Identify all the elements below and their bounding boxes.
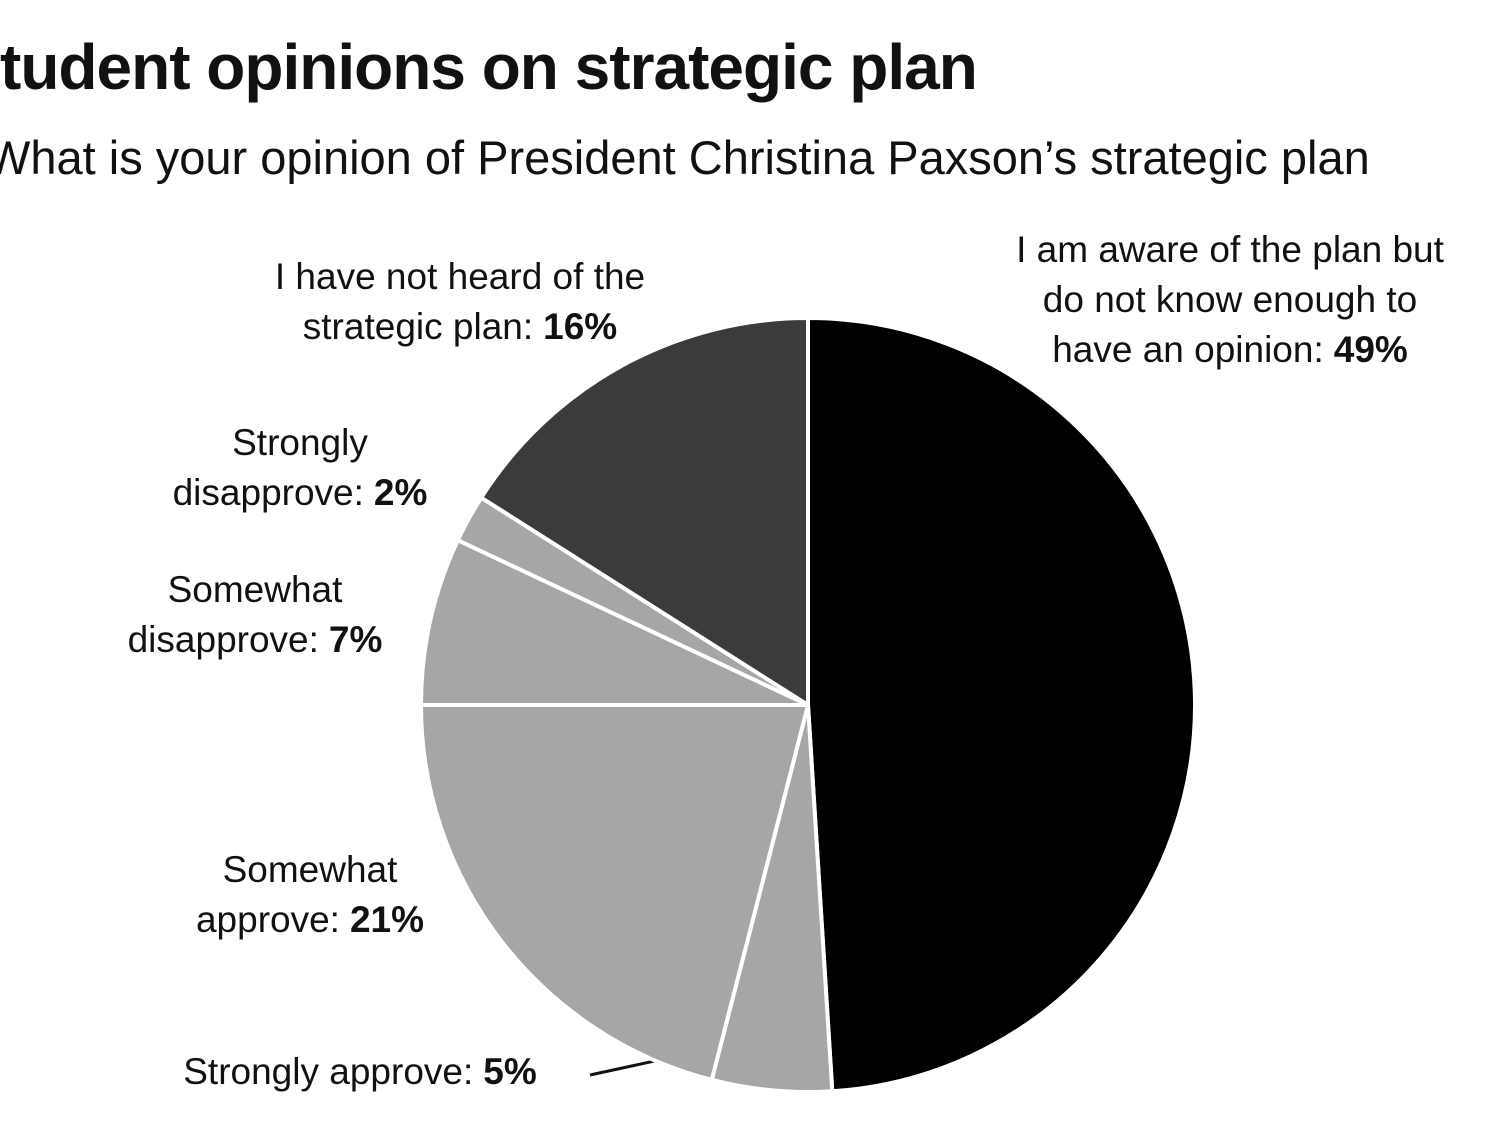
slice-value: 5%: [483, 1051, 537, 1092]
slice-name: I am aware of the plan but do not know e…: [1016, 229, 1444, 370]
slice-name: Strongly disapprove:: [172, 422, 368, 513]
slice-name: Somewhat disapprove:: [127, 569, 343, 660]
slice-name: I have not heard of the strategic plan:: [274, 256, 646, 347]
slice-name: Somewhat approve:: [195, 849, 398, 940]
slice-label: Somewhat disapprove: 7%: [90, 565, 420, 665]
slice-value: 2%: [373, 472, 428, 513]
pie-slice: [479, 316, 810, 707]
pie-slice: [419, 703, 810, 1082]
slice-label: Strongly approve: 5%: [130, 1047, 590, 1097]
chart-subtitle: What is your opinion of President Christ…: [0, 131, 1370, 184]
slice-value: 7%: [328, 619, 383, 660]
slice-value: 49%: [1333, 329, 1408, 370]
slice-name: Strongly approve:: [183, 1051, 474, 1092]
pie-slice: [419, 538, 810, 707]
chart-title: tudent opinions on strategic plan: [0, 31, 978, 103]
slice-label: Strongly disapprove: 2%: [135, 418, 465, 518]
slice-label: I have not heard of the strategic plan: 1…: [215, 252, 705, 352]
slice-value: 16%: [543, 306, 618, 347]
pie-slice: [806, 316, 1198, 1094]
slice-label: I am aware of the plan but do not know e…: [1000, 225, 1460, 375]
slice-value: 21%: [349, 899, 425, 940]
slice-label: Somewhat approve: 21%: [160, 845, 460, 945]
